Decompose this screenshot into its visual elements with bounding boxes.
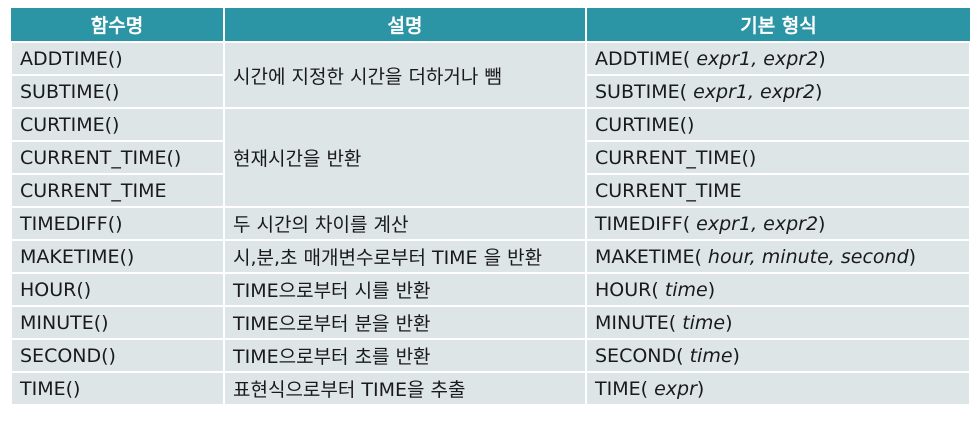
- description-cell: 시,분,초 매개변수로부터 TIME 을 반환: [223, 239, 587, 274]
- basic-form-cell: CURRENT_TIME: [585, 173, 971, 208]
- form-prefix: CURRENT_TIME: [595, 179, 742, 202]
- function-name-cell: CURTIME(): [10, 107, 225, 142]
- table-row: MAKETIME() 시,분,초 매개변수로부터 TIME 을 반환 MAKET…: [10, 239, 971, 274]
- function-name-cell: HOUR(): [10, 272, 225, 307]
- header-basic-form: 기본 형식: [586, 8, 970, 42]
- form-prefix: CURTIME(): [595, 113, 695, 136]
- form-args: time: [682, 311, 726, 334]
- form-prefix: SECOND(: [595, 344, 684, 367]
- form-args: expr: [654, 377, 697, 400]
- basic-form-cell: HOUR( time): [585, 272, 971, 307]
- basic-form-cell: CURTIME(): [585, 107, 971, 142]
- function-name-cell: TIMEDIFF(): [10, 206, 225, 241]
- description-cell: TIME으로부터 분을 반환: [223, 305, 587, 340]
- form-suffix: ): [707, 278, 716, 301]
- form-args: time: [689, 344, 733, 367]
- form-args: expr1, expr2: [696, 212, 819, 235]
- function-name-cell: CURRENT_TIME: [10, 173, 225, 208]
- header-description: 설명: [224, 8, 587, 42]
- form-prefix: MINUTE(: [595, 311, 677, 334]
- basic-form-cell: TIME( expr): [585, 371, 971, 406]
- basic-form-cell: MAKETIME( hour, minute, second): [585, 239, 971, 274]
- form-args: expr1, expr2: [696, 47, 819, 70]
- form-suffix: ): [814, 80, 823, 103]
- description-cell: TIME으로부터 초를 반환: [223, 338, 587, 373]
- form-prefix: TIME(: [595, 377, 649, 400]
- form-args: expr1, expr2: [693, 80, 815, 103]
- function-name-cell: SECOND(): [10, 338, 225, 373]
- table-row: HOUR() TIME으로부터 시를 반환 HOUR( time): [10, 272, 971, 307]
- function-name-cell: TIME(): [10, 371, 225, 406]
- description-cell: 현재시간을 반환: [223, 107, 587, 208]
- description-cell: 시간에 지정한 시간을 더하거나 뺌: [223, 41, 587, 109]
- basic-form-cell: SECOND( time): [585, 338, 971, 373]
- description-cell: 표현식으로부터 TIME을 추출: [223, 371, 587, 406]
- form-suffix: ): [732, 344, 740, 367]
- function-name-cell: CURRENT_TIME(): [10, 140, 225, 175]
- form-suffix: ): [818, 212, 826, 235]
- description-cell: TIME으로부터 시를 반환: [223, 272, 587, 307]
- basic-form-cell: ADDTIME( expr1, expr2): [585, 41, 971, 76]
- table-row: CURTIME() 현재시간을 반환 CURTIME(): [10, 107, 971, 208]
- function-name-cell: ADDTIME(): [10, 41, 225, 76]
- form-prefix: TIMEDIFF(: [595, 212, 691, 235]
- form-prefix: CURRENT_TIME(): [595, 146, 757, 169]
- form-suffix: ): [696, 377, 705, 400]
- header-function-name: 함수명: [11, 8, 225, 42]
- function-name-cell: MINUTE(): [10, 305, 225, 340]
- table-row: ADDTIME() 시간에 지정한 시간을 더하거나 뺌 ADDTIME( ex…: [10, 41, 971, 109]
- table-row: TIME() 표현식으로부터 TIME을 추출 TIME( expr): [10, 371, 971, 406]
- table-row: TIMEDIFF() 두 시간의 차이를 계산 TIMEDIFF( expr1,…: [10, 206, 971, 241]
- time-functions-table: 함수명 설명 기본 형식 ADDTIME() 시간에 지정한 시간을 더하거나 …: [10, 8, 971, 406]
- form-prefix: SUBTIME(: [595, 80, 688, 103]
- form-suffix: ): [725, 311, 733, 334]
- table-container: 함수명 설명 기본 형식 ADDTIME() 시간에 지정한 시간을 더하거나 …: [10, 8, 971, 406]
- basic-form-cell: SUBTIME( expr1, expr2): [585, 74, 971, 109]
- form-args: time: [664, 278, 708, 301]
- form-suffix: ): [908, 245, 917, 268]
- header-row: 함수명 설명 기본 형식: [11, 8, 970, 42]
- form-prefix: HOUR(: [595, 278, 659, 301]
- function-name-cell: SUBTIME(): [10, 74, 225, 109]
- table-row: CURRENT_TIME CURRENT_TIME: [10, 173, 971, 208]
- table-row: SUBTIME() SUBTIME( expr1, expr2): [10, 74, 971, 109]
- form-args: hour, minute, second: [707, 245, 909, 268]
- table-row: CURRENT_TIME() CURRENT_TIME(): [10, 140, 971, 175]
- basic-form-cell: CURRENT_TIME(): [585, 140, 971, 175]
- form-prefix: MAKETIME(: [595, 245, 702, 268]
- table-row: MINUTE() TIME으로부터 분을 반환 MINUTE( time): [10, 305, 971, 340]
- basic-form-cell: MINUTE( time): [585, 305, 971, 340]
- form-prefix: ADDTIME(: [595, 47, 691, 70]
- form-suffix: ): [818, 47, 826, 70]
- function-name-cell: MAKETIME(): [10, 239, 225, 274]
- table-row: SECOND() TIME으로부터 초를 반환 SECOND( time): [10, 338, 971, 373]
- basic-form-cell: TIMEDIFF( expr1, expr2): [585, 206, 971, 241]
- description-cell: 두 시간의 차이를 계산: [223, 206, 587, 241]
